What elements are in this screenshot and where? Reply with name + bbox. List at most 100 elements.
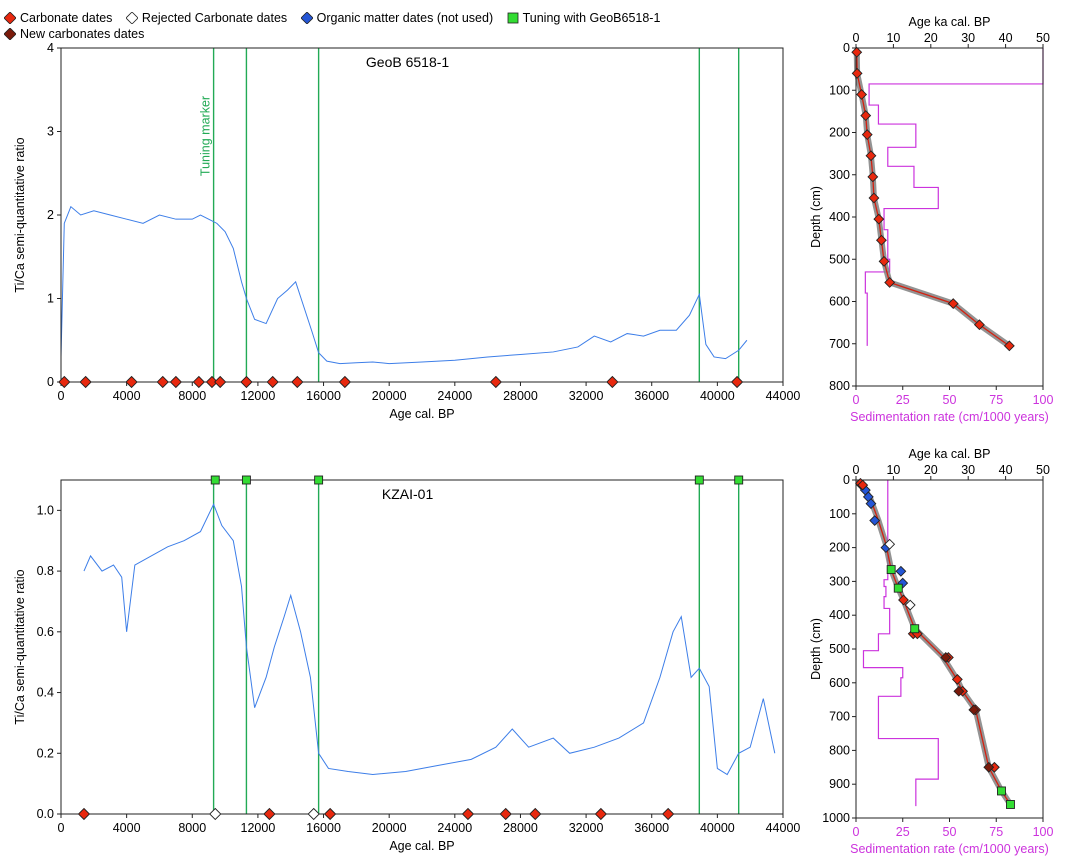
y-tick-label: 500	[829, 252, 850, 266]
x-tick-label: 0	[58, 389, 65, 403]
y-tick-label: 300	[829, 574, 850, 588]
date-marker	[661, 807, 675, 821]
x-tick-label: 0	[853, 393, 860, 407]
legend-item-organic: Organic matter dates (not used)	[300, 11, 493, 25]
y-tick-label: 1	[47, 292, 54, 306]
y-tick-label: 100	[829, 83, 850, 97]
carbonate-date-point	[868, 192, 880, 204]
organic-date-point	[895, 565, 907, 577]
panel-title: GeoB 6518-1	[366, 54, 449, 70]
date-marker	[77, 807, 91, 821]
panel-bottom_age_model: 0 25 50 75 1000 10 20 30 40 500100200300400500600…	[809, 447, 1053, 856]
carbonate-date-point	[947, 298, 959, 310]
x2-tick-label: 30	[961, 31, 975, 45]
x2-tick-label: 10	[886, 463, 900, 477]
dark-red-diamond-icon	[4, 28, 16, 40]
top-axis-label: Age ka cal. BP	[909, 447, 991, 461]
green-square-icon	[507, 12, 519, 24]
tuning-point	[241, 475, 251, 485]
ti-ca-curve	[83, 503, 776, 776]
x-tick-label: 50	[943, 393, 957, 407]
y-axis-label: Ti/Ca semi-quantitative ratio	[13, 137, 27, 292]
y-tick-label: 800	[829, 743, 850, 757]
y-tick-label: 600	[829, 295, 850, 309]
panel-top_series: 0 4000 8000 12000 16000 20000 24000 28000 32000 3…	[13, 41, 800, 421]
legend-item-rejected: Rejected Carbonate dates	[125, 11, 287, 25]
carbonate-date-point	[856, 89, 868, 100]
new-carbonate-date-point	[940, 652, 952, 663]
x-tick-label: 28000	[503, 389, 538, 403]
x2-tick-label: 50	[1036, 463, 1050, 477]
x-tick-label: 36000	[634, 389, 669, 403]
blue-diamond-icon	[300, 12, 313, 24]
organic-date-point	[865, 498, 877, 510]
date-marker	[263, 807, 276, 821]
date-marker	[192, 375, 205, 389]
x-tick-label: 12000	[241, 821, 276, 835]
x-tick-label: 4000	[113, 389, 141, 403]
y-axis-label: Depth (cm)	[809, 618, 823, 680]
carbonate-date-point	[873, 213, 885, 225]
x-tick-label: 36000	[634, 821, 669, 835]
carbonate-date-point	[867, 171, 879, 183]
x-tick-label: 32000	[569, 821, 604, 835]
y-tick-label: 800	[829, 379, 850, 393]
tuning-point	[314, 475, 324, 485]
y-tick-label: 200	[829, 541, 850, 555]
rejected-date-point	[884, 538, 896, 550]
top-axis-label: Age ka cal. BP	[909, 15, 991, 29]
x-tick-label: 32000	[569, 389, 604, 403]
tuning-marker-label: Tuning marker	[199, 96, 213, 176]
panel-title: KZAI-01	[382, 486, 434, 502]
tuning-point	[210, 475, 220, 485]
x-tick-label: 75	[989, 393, 1003, 407]
y-tick-label: 0.6	[37, 625, 54, 639]
carbonate-date-point	[1003, 340, 1015, 352]
y-tick-label: 1.0	[37, 503, 54, 517]
tuning-point	[910, 624, 920, 634]
y-tick-label: 400	[829, 608, 850, 622]
plot-frame	[60, 47, 784, 383]
y-tick-label: 200	[829, 126, 850, 140]
carbonate-date-point	[898, 594, 909, 606]
tuning-point	[997, 786, 1006, 796]
date-marker	[156, 375, 169, 389]
x-tick-label: 8000	[178, 821, 206, 835]
carbonate-date-point	[878, 255, 890, 267]
x-tick-label: 25	[896, 393, 910, 407]
date-marker	[323, 807, 337, 821]
x-tick-label: 8000	[178, 389, 206, 403]
x-tick-label: 28000	[503, 821, 538, 835]
date-marker	[266, 375, 279, 389]
x-tick-label: 44000	[766, 389, 801, 403]
x-tick-label: 100	[1033, 393, 1054, 407]
carbonate-date-point	[865, 150, 877, 162]
x2-tick-label: 20	[924, 31, 938, 45]
date-marker	[240, 375, 253, 389]
legend-row-1: Carbonate dates Rejected Carbonate dates…	[4, 11, 804, 27]
date-marker	[169, 375, 183, 389]
carbonate-date-point	[851, 46, 863, 58]
age-model-line	[857, 479, 1012, 805]
new-carbonate-date-point	[968, 704, 980, 716]
x-tick-label: 24000	[437, 821, 472, 835]
tuning-point	[1006, 800, 1015, 809]
y-tick-label: 3	[47, 125, 54, 139]
y-tick-label: 0.0	[37, 807, 54, 821]
carbonate-date-point	[951, 673, 963, 685]
white-diamond-icon	[125, 12, 138, 24]
date-marker	[307, 807, 320, 821]
y-tick-label: 700	[829, 710, 850, 724]
y-tick-label: 0	[843, 473, 850, 487]
x2-tick-label: 10	[886, 31, 900, 45]
y-tick-label: 0	[843, 41, 850, 55]
x-tick-label: 20000	[372, 821, 407, 835]
panel-top_age_model: 0 25 50 75 1000 10 20 30 40 500100200300400500600…	[809, 15, 1053, 424]
sedimentation-rate-line	[862, 480, 939, 807]
y-tick-label: 600	[829, 676, 850, 690]
y-axis-label: Ti/Ca semi-quantitative ratio	[13, 569, 27, 724]
x-tick-label: 40000	[700, 821, 735, 835]
y-tick-label: 0.8	[37, 564, 54, 578]
